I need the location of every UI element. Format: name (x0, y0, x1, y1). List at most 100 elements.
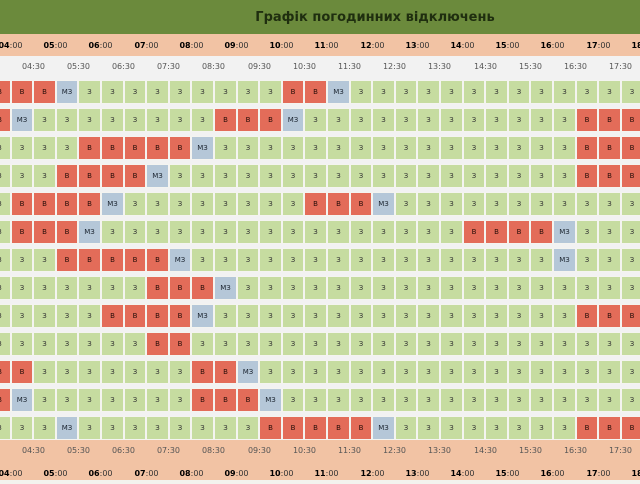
schedule-cell: МЗ (146, 164, 169, 188)
schedule-cell: З (101, 276, 124, 300)
schedule-cell: З (417, 164, 440, 188)
schedule-cell: В (56, 164, 78, 188)
hour-label: 08:00 (179, 40, 204, 50)
schedule-cell: З (508, 192, 530, 216)
schedule-cell: З (146, 360, 169, 384)
hour-header-bottom: 04:00 05:00 06:00 07:00 08:00 09:00 10:00 11:00… (0, 462, 640, 480)
schedule-cell: З (553, 304, 576, 328)
schedule-cell: З (259, 80, 282, 104)
schedule-cell: МЗ (259, 388, 282, 412)
schedule-cell: В (237, 108, 259, 132)
schedule-cell: З (417, 108, 440, 132)
schedule-cell: З (146, 220, 169, 244)
hour-label: 15:00 (495, 40, 520, 50)
hour-label: 10:00 (269, 40, 294, 50)
schedule-cell: З (553, 136, 576, 160)
schedule-cell: З (214, 164, 237, 188)
schedule-cell: З (417, 136, 440, 160)
schedule-cell: З (621, 388, 640, 412)
schedule-cell: МЗ (56, 80, 78, 104)
schedule-cell: В (350, 416, 372, 440)
schedule-cell: З (237, 332, 259, 356)
schedule-cell: З (124, 332, 146, 356)
schedule-cell: З (169, 192, 191, 216)
schedule-cell: З (350, 360, 372, 384)
schedule-cell: З (417, 416, 440, 440)
schedule-cell: З (621, 192, 640, 216)
hour-label: 09:00 (224, 40, 249, 50)
schedule-cell: З (372, 332, 395, 356)
schedule-cell: З (485, 332, 508, 356)
schedule-cell: В (214, 388, 237, 412)
schedule-cell: З (327, 332, 350, 356)
schedule-cell: З (372, 388, 395, 412)
schedule-cell: З (395, 108, 417, 132)
schedule-cell: З (304, 248, 327, 272)
schedule-cell: В (124, 304, 146, 328)
schedule-cell: З (350, 248, 372, 272)
schedule-cell: З (124, 192, 146, 216)
halfhour-label: 11:30 (337, 445, 362, 455)
schedule-cell: З (350, 108, 372, 132)
schedule-cell: З (169, 164, 191, 188)
hour-label: 12:00 (360, 40, 385, 50)
schedule-cell: З (440, 164, 463, 188)
schedule-cell: З (124, 416, 146, 440)
schedule-cell: З (214, 220, 237, 244)
schedule-cell: З (417, 80, 440, 104)
schedule-cell: В (304, 80, 327, 104)
schedule-cell: З (463, 276, 485, 300)
schedule-cell: В (621, 164, 640, 188)
schedule-cell: В (11, 360, 33, 384)
schedule-cell: З (417, 360, 440, 384)
halfhour-label: 16:30 (563, 61, 588, 71)
schedule-cell: З (259, 136, 282, 160)
schedule-cell: В (530, 220, 553, 244)
schedule-cell: З (282, 360, 304, 384)
schedule-cell: В (576, 136, 598, 160)
hour-label: 06:00 (88, 40, 113, 50)
schedule-cell: В (621, 136, 640, 160)
schedule-cell: МЗ (237, 360, 259, 384)
schedule-cell: В (101, 136, 124, 160)
schedule-cell: В (0, 80, 11, 104)
schedule-cell: МЗ (372, 192, 395, 216)
schedule-cell: З (191, 416, 214, 440)
schedule-cell: В (214, 360, 237, 384)
schedule-cell: З (101, 80, 124, 104)
schedule-cell: З (576, 360, 598, 384)
schedule-cell: З (463, 416, 485, 440)
schedule-cell: В (101, 304, 124, 328)
schedule-cell: З (33, 136, 56, 160)
hour-label: 04:00 (0, 468, 23, 478)
schedule-cell: З (463, 108, 485, 132)
schedule-cell: В (78, 136, 101, 160)
schedule-cell: З (508, 276, 530, 300)
halfhour-label: 07:30 (156, 61, 181, 71)
hour-header-top: 04:00 05:00 06:00 07:00 08:00 09:00 10:00 11:00… (0, 34, 640, 56)
schedule-cell: З (33, 164, 56, 188)
halfhour-label: 06:30 (111, 61, 136, 71)
schedule-cell: В (598, 136, 621, 160)
schedule-cell: З (576, 248, 598, 272)
schedule-cell: МЗ (191, 136, 214, 160)
schedule-cell: З (372, 108, 395, 132)
schedule-cell: З (237, 192, 259, 216)
schedule-cell: З (237, 416, 259, 440)
schedule-cell: З (191, 192, 214, 216)
halfhour-label: 12:30 (382, 61, 407, 71)
schedule-cell: З (11, 276, 33, 300)
schedule-cell: З (146, 80, 169, 104)
halfhour-label: 04:30 (21, 445, 46, 455)
schedule-cell: В (33, 80, 56, 104)
schedule-cell: З (11, 136, 33, 160)
schedule-cell: З (304, 108, 327, 132)
schedule-cell: З (191, 108, 214, 132)
schedule-cell: В (191, 360, 214, 384)
schedule-cell: З (508, 164, 530, 188)
hour-label: 04:00 (0, 40, 23, 50)
schedule-cell: МЗ (101, 192, 124, 216)
halfhour-label: 14:30 (473, 61, 498, 71)
schedule-cell: В (56, 192, 78, 216)
schedule-title: Графік погодинних відключень (0, 0, 640, 34)
